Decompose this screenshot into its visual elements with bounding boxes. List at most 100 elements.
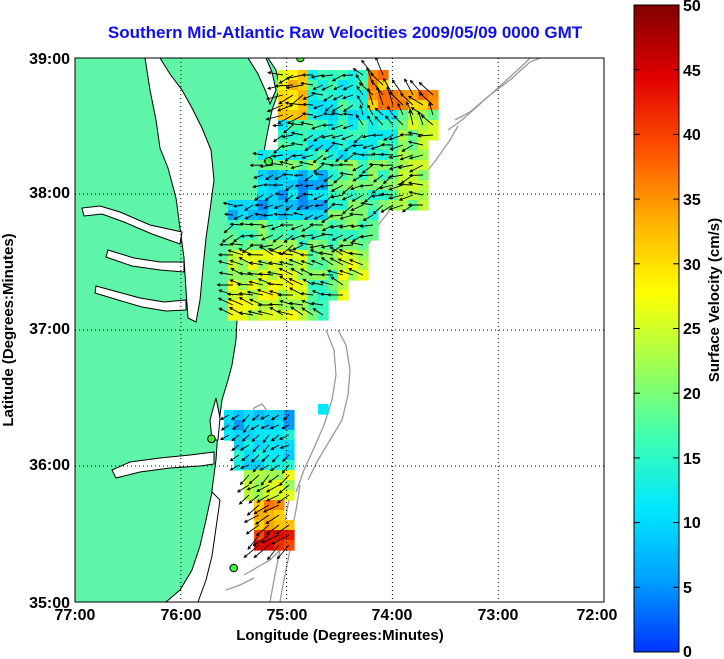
- velocity-arrow: [291, 154, 304, 158]
- y-tick-label: 38:00: [29, 185, 70, 202]
- velocity-arrow: [279, 223, 294, 227]
- velocity-cell: [328, 90, 339, 101]
- velocity-cell: [378, 110, 389, 121]
- velocity-arrow: [253, 504, 270, 515]
- velocity-cell: [258, 170, 269, 181]
- velocity-arrow: [264, 194, 274, 201]
- velocity-arrow: [355, 114, 364, 126]
- velocity-arrow: [272, 183, 284, 187]
- velocity-arrow: [320, 74, 334, 78]
- velocity-cell: [284, 430, 295, 441]
- velocity-arrow: [303, 214, 314, 220]
- velocity-arrow: [219, 242, 234, 247]
- velocity-cell: [228, 300, 239, 311]
- velocity-cell: [298, 110, 309, 121]
- velocity-arrow: [332, 94, 344, 101]
- velocity-arrow: [329, 246, 344, 256]
- velocity-arrow: [320, 257, 334, 266]
- velocity-cell: [428, 130, 439, 141]
- velocity-cell: [288, 270, 299, 281]
- velocity-arrow: [320, 134, 334, 139]
- velocity-cell: [278, 240, 289, 251]
- velocity-arrow: [277, 251, 294, 256]
- velocity-arrow: [342, 234, 354, 242]
- velocity-arrow: [270, 434, 280, 442]
- velocity-arrow: [388, 91, 404, 106]
- velocity-cell: [228, 260, 239, 271]
- velocity-arrow: [417, 110, 424, 126]
- velocity-arrow: [330, 111, 344, 116]
- velocity-cell: [288, 70, 299, 81]
- velocity-cell: [298, 130, 309, 141]
- velocity-cell: [318, 210, 329, 221]
- velocity-cell: [288, 220, 299, 231]
- velocity-arrow: [262, 444, 270, 454]
- velocity-arrow: [256, 494, 270, 503]
- velocity-cell: [318, 180, 329, 191]
- velocity-arrow: [218, 307, 234, 316]
- velocity-arrow: [246, 290, 264, 296]
- velocity-cell: [348, 270, 359, 281]
- velocity-arrow: [350, 204, 364, 212]
- velocity-cell: [278, 180, 289, 191]
- velocity-arrow: [333, 84, 344, 90]
- velocity-cell: [234, 450, 245, 461]
- velocity-cell: [408, 100, 419, 111]
- velocity-cell: [268, 300, 279, 311]
- velocity-arrow: [328, 214, 344, 218]
- velocity-arrow: [367, 115, 374, 126]
- velocity-cell: [318, 200, 329, 211]
- velocity-cell: [288, 160, 299, 171]
- velocity-cell: [348, 90, 359, 101]
- velocity-cell: [298, 240, 309, 251]
- velocity-arrow: [232, 204, 244, 208]
- velocity-arrow: [321, 224, 334, 232]
- velocity-arrow: [339, 214, 354, 220]
- velocity-arrow: [220, 424, 230, 431]
- velocity-cell: [328, 240, 339, 251]
- velocity-arrow: [378, 184, 394, 190]
- velocity-arrow: [233, 214, 244, 220]
- velocity-arrow: [335, 154, 344, 163]
- velocity-arrow: [267, 248, 284, 256]
- x-tick-label: 75:00: [267, 607, 308, 624]
- velocity-arrow: [290, 122, 304, 126]
- velocity-arrow: [371, 133, 384, 137]
- velocity-arrow: [277, 293, 294, 297]
- velocity-cell: [328, 270, 339, 281]
- velocity-arrow: [273, 212, 284, 217]
- velocity-cell: [328, 80, 339, 91]
- velocity-arrow: [310, 259, 324, 266]
- velocity-arrow: [249, 243, 264, 247]
- colorbar-tick-label: 15: [683, 451, 701, 468]
- velocity-arrow: [323, 194, 334, 204]
- colorbar-tick-label: 30: [683, 257, 701, 274]
- velocity-arrow: [270, 444, 280, 451]
- velocity-cell: [398, 150, 409, 161]
- velocity-arrow: [301, 73, 314, 77]
- velocity-cell: [274, 430, 285, 441]
- velocity-cell: [308, 130, 319, 141]
- velocity-cell: [328, 190, 339, 201]
- velocity-arrow: [321, 84, 334, 91]
- velocity-arrow: [226, 292, 244, 296]
- velocity-arrow: [399, 133, 414, 137]
- velocity-cell: [268, 170, 279, 181]
- velocity-cell: [308, 70, 319, 81]
- velocity-arrow: [351, 234, 364, 242]
- velocity-arrow: [320, 232, 334, 236]
- y-axis: 39:00 38:00 37:00 36:00 35:00 Latitude (…: [0, 51, 70, 612]
- velocity-arrow: [266, 104, 284, 113]
- velocity-cell: [418, 180, 429, 191]
- velocity-cell: [308, 150, 319, 161]
- velocity-arrow: [259, 245, 274, 256]
- velocity-cell: [348, 130, 359, 141]
- velocity-arrow: [358, 82, 374, 96]
- velocity-cell: [378, 90, 389, 101]
- velocity-arrow: [249, 163, 264, 168]
- velocity-cell: [244, 490, 255, 501]
- velocity-cell: [288, 140, 299, 151]
- velocity-cell: [358, 190, 369, 201]
- velocity-cell: [318, 220, 329, 231]
- velocity-cell: [248, 250, 259, 261]
